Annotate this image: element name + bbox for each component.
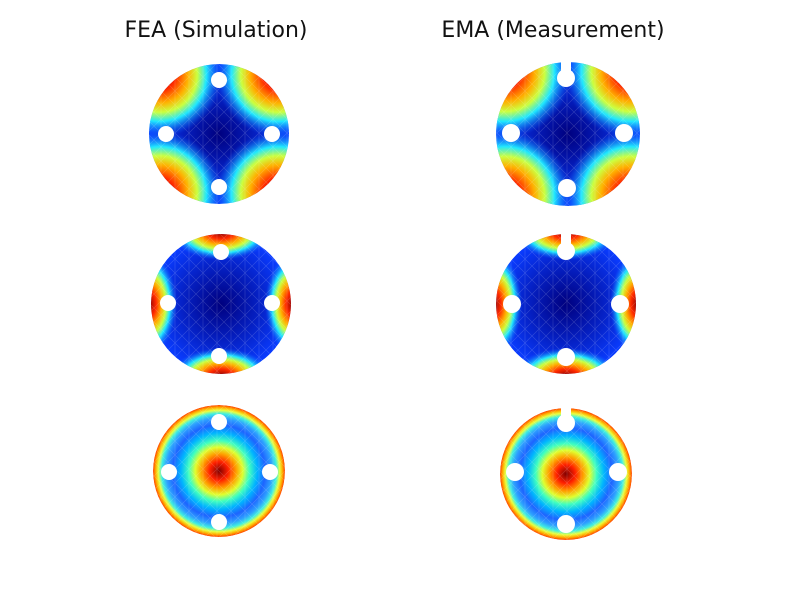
bolt-hole: [211, 514, 227, 530]
bolt-hole: [264, 126, 280, 142]
ema-mode-2-disk: [496, 232, 636, 374]
fea-mode-3-disk: [153, 405, 285, 537]
bolt-hole: [557, 348, 575, 366]
bolt-hole: [506, 463, 524, 481]
bolt-hole: [211, 179, 227, 195]
slot-notch: [561, 404, 571, 420]
bolt-hole: [502, 124, 520, 142]
bolt-hole: [262, 464, 278, 480]
slot-notch: [561, 232, 571, 248]
bolt-hole: [158, 126, 174, 142]
column-title-ema: EMA (Measurement): [441, 18, 665, 43]
bolt-hole: [211, 414, 227, 430]
fea-mode-2-disk: [151, 234, 291, 374]
slot-notch: [561, 58, 571, 74]
bolt-hole: [161, 464, 177, 480]
bolt-hole: [557, 69, 575, 87]
bolt-hole: [211, 348, 227, 364]
column-title-fea: FEA (Simulation): [124, 18, 308, 43]
fea-mode-1-disk: [149, 64, 289, 204]
bolt-hole: [609, 463, 627, 481]
bolt-hole: [503, 295, 521, 313]
ema-mode-3-disk: [500, 404, 632, 540]
ema-mode-1-disk: [496, 58, 640, 206]
bolt-hole: [611, 295, 629, 313]
bolt-hole: [558, 179, 576, 197]
bolt-hole: [213, 244, 229, 260]
bolt-hole: [557, 242, 575, 260]
bolt-hole: [264, 295, 280, 311]
bolt-hole: [557, 515, 575, 533]
bolt-hole: [211, 72, 227, 88]
bolt-hole: [160, 295, 176, 311]
bolt-hole: [557, 414, 575, 432]
bolt-hole: [615, 124, 633, 142]
